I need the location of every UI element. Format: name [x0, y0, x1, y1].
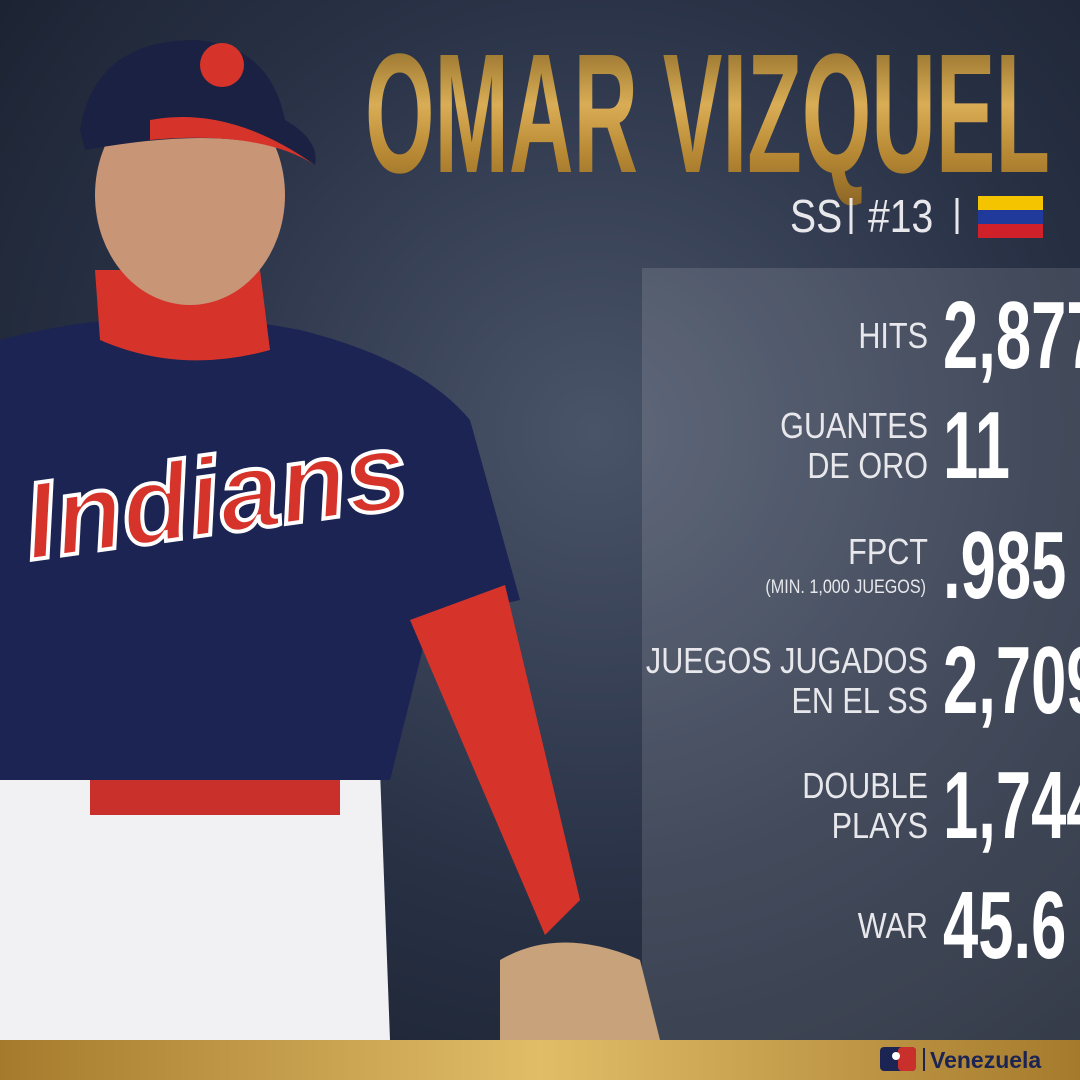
player-photo: Indians: [0, 40, 660, 1040]
stat-label: EN EL SS: [791, 682, 928, 722]
brand: Venezuela: [930, 1047, 1041, 1073]
sleeve: [410, 585, 580, 935]
stat-value: 11: [943, 392, 1010, 499]
stat-value: 45.6: [943, 872, 1066, 979]
jersey: [0, 317, 520, 780]
stat-value: 2,877: [943, 282, 1080, 389]
stat-label: GUANTES: [780, 407, 928, 447]
footer-bar: [0, 1040, 1080, 1080]
stat-label: WAR: [858, 907, 928, 947]
stat-note: (MIN. 1,000 JUEGOS): [765, 576, 926, 598]
stat-label: PLAYS: [832, 807, 928, 847]
cap-brim: [150, 117, 315, 165]
stat-value: .985: [943, 512, 1066, 619]
stat-label: HITS: [858, 317, 928, 357]
stat-label: DOUBLE: [802, 767, 928, 807]
pants: [0, 770, 390, 1040]
player-name: OMAR VIZQUEL: [365, 19, 1050, 209]
position: SS: [790, 191, 842, 243]
stat-value: 1,744: [943, 752, 1080, 859]
glove: [500, 942, 660, 1040]
stat-label: FPCT: [848, 533, 928, 573]
stat-value: 2,709: [943, 627, 1080, 734]
mlb-logo: [880, 1047, 916, 1071]
stats-panel: [642, 268, 1080, 1040]
stat-label: DE ORO: [807, 447, 928, 487]
jersey-number: #13: [868, 191, 933, 243]
venezuela-flag: [978, 196, 1043, 238]
stat-label: JUEGOS JUGADOS: [646, 642, 928, 682]
cap-logo: [200, 43, 244, 87]
